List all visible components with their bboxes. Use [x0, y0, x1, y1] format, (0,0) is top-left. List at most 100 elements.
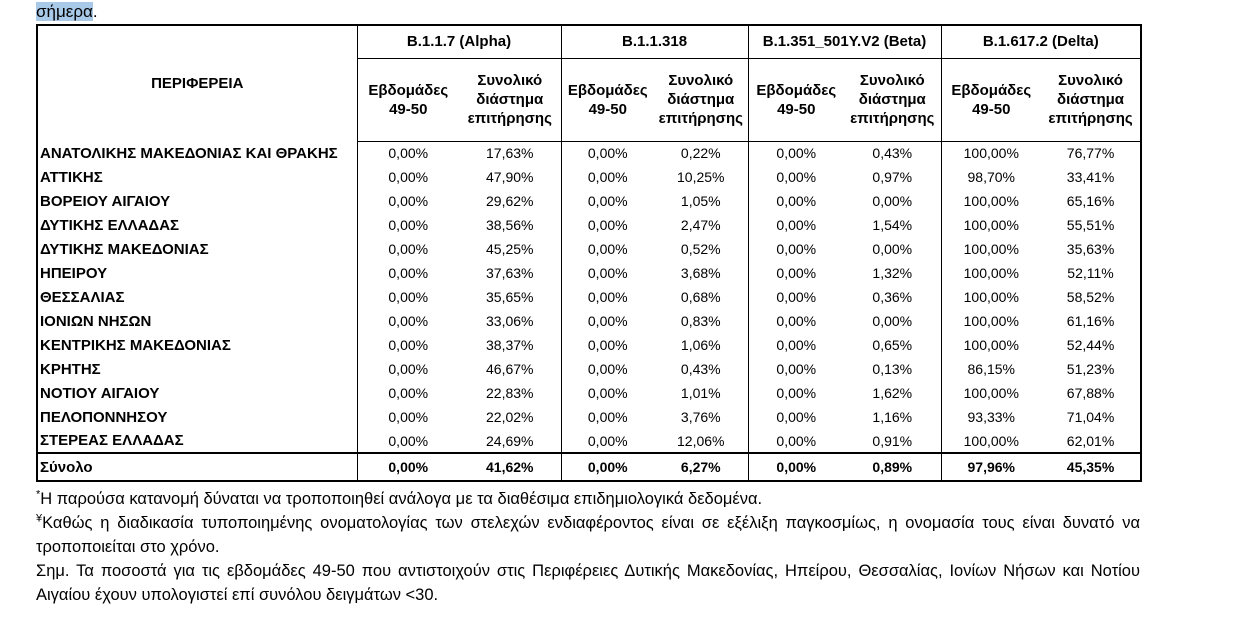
table-row: ΔΥΤΙΚΗΣ ΜΑΚΕΔΟΝΙΑΣ 0,00% 45,25% 0,00% 0,52% 0… [37, 237, 1141, 261]
value-cell: 0,00% [356, 381, 459, 405]
footnotes: *Η παρούσα κατανομή δύναται να τροποποιη… [36, 487, 1140, 607]
value-cell: 100,00% [940, 261, 1042, 285]
value-cell: 1,16% [872, 409, 913, 425]
value-cell: 10,25% [677, 169, 725, 185]
value-cell: 76,77% [1066, 145, 1115, 162]
value-cell: 22,83% [486, 385, 534, 401]
footnote-1-marker: * [36, 488, 41, 501]
value-cell: 0,00% [560, 309, 654, 333]
value-cell: 0,00% [747, 452, 845, 481]
value-cell: 33,41% [1066, 169, 1115, 185]
table-row: ΑΤΤΙΚΗΣ 0,00% 47,90% 0,00% 10,25% 0,00% 0,97% 9… [37, 165, 1141, 189]
value-cell: 51,23% [1066, 361, 1115, 377]
value-cell: 0,00% [872, 313, 913, 329]
value-cell: 17,63% [486, 145, 534, 162]
region-name: ΑΤΤΙΚΗΣ [37, 165, 358, 189]
value-cell: 0,83% [680, 313, 721, 329]
value-cell: 0,89% [844, 452, 942, 481]
value-cell: 0,00% [560, 452, 654, 481]
region-name: ΣΤΕΡΕΑΣ ΕΛΛΑΔΑΣ [37, 429, 358, 453]
value-cell: 93,33% [940, 405, 1042, 429]
subheader-weeks-alpha: Εβδομάδες 49-50 [356, 58, 459, 142]
value-cell: 0,00% [747, 309, 845, 333]
value-cell: 0,00% [747, 381, 845, 405]
value-cell: 62,01% [1066, 432, 1115, 449]
table-row: ΝΟΤΙΟΥ ΑΙΓΑΙΟΥ 0,00% 22,83% 0,00% 1,01% 0,00%… [37, 381, 1141, 405]
value-cell: 52,11% [1067, 265, 1114, 281]
table-row: ΑΝΑΤΟΛΙΚΗΣ ΜΑΚΕΔΟΝΙΑΣ ΚΑΙ ΘΡΑΚΗΣ 0,00% 17,… [37, 141, 1141, 165]
value-cell: 12,06% [677, 432, 725, 449]
value-cell: 22,02% [486, 409, 534, 425]
value-cell: 0,43% [680, 361, 721, 377]
value-cell: 0,00% [560, 405, 654, 429]
value-cell: 33,06% [486, 313, 534, 329]
value-cell: 97,96% [940, 452, 1042, 481]
value-cell: 38,37% [486, 337, 534, 353]
value-cell: 0,00% [747, 405, 845, 429]
value-cell: 0,00% [356, 237, 459, 261]
value-cell: 0,00% [747, 141, 845, 165]
column-header-variant-alpha: B.1.1.7 (Alpha) [356, 25, 561, 59]
subheader-total-alpha: Συνολικό διάστημα επιτήρησης [459, 58, 561, 142]
value-cell: 100,00% [940, 381, 1042, 405]
value-cell: 0,00% [560, 285, 654, 309]
region-name: ΚΕΝΤΡΙΚΗΣ ΜΑΚΕΔΟΝΙΑΣ [37, 333, 358, 357]
total-row: Σύνολο 0,00% 41,62% 0,00% 6,27% 0,00% 0,89% 97,… [37, 452, 1142, 481]
document-page: σήμερα. ΠΕΡΙΦΕΡΕΙΑ B.1.1.7 (Alpha) B.1.1… [36, 2, 1143, 607]
column-header-region: ΠΕΡΙΦΕΡΕΙΑ [37, 25, 358, 141]
value-cell: 37,63% [486, 265, 534, 281]
value-cell: 86,15% [940, 357, 1042, 381]
value-cell: 0,00% [356, 333, 459, 357]
footnote-1-text: Η παρούσα κατανομή δύναται να τροποποιηθ… [40, 490, 763, 508]
value-cell: 6,27% [654, 452, 749, 481]
value-cell: 0,22% [680, 145, 721, 162]
value-cell: 55,51% [1066, 217, 1115, 233]
region-name: ΒΟΡΕΙΟΥ ΑΙΓΑΙΟΥ [37, 189, 358, 213]
footnote-3: Σημ. Τα ποσοστά για τις εβδομάδες 49-50 … [36, 559, 1140, 607]
value-cell: 0,00% [560, 213, 654, 237]
value-cell: 0,00% [747, 189, 845, 213]
value-cell: 3,68% [680, 265, 721, 281]
subheader-row: Εβδομάδες 49-50 Συνολικό διάστημα επιτήρ… [37, 58, 1142, 142]
intro-period: . [92, 2, 98, 21]
value-cell: 0,00% [356, 165, 459, 189]
value-cell: 0,00% [356, 309, 459, 333]
value-cell: 0,00% [356, 452, 459, 481]
table-body: ΑΝΑΤΟΛΙΚΗΣ ΜΑΚΕΔΟΝΙΑΣ ΚΑΙ ΘΡΑΚΗΣ 0,00% 17,… [37, 141, 1142, 481]
value-cell: 1,01% [680, 385, 721, 401]
variant-header-row: ΠΕΡΙΦΕΡΕΙΑ B.1.1.7 (Alpha) B.1.1.318 B.1… [37, 25, 1142, 141]
region-name: ΗΠΕΙΡΟΥ [37, 261, 358, 285]
table-row: ΚΡΗΤΗΣ 0,00% 46,67% 0,00% 0,43% 0,00% 0,13% 86,… [37, 357, 1141, 381]
value-cell: 0,36% [872, 289, 913, 305]
value-cell: 41,62% [459, 452, 561, 481]
column-header-variant-beta: B.1.351_501Y.V2 (Beta) [747, 25, 942, 59]
value-cell: 0,00% [356, 357, 459, 381]
value-cell: 0,00% [747, 165, 845, 189]
region-name: ΘΕΣΣΑΛΙΑΣ [37, 285, 358, 309]
region-name: ΠΕΛΟΠΟΝΝΗΣΟΥ [37, 405, 358, 429]
value-cell: 0,00% [356, 405, 459, 429]
footnote-1: *Η παρούσα κατανομή δύναται να τροποποιη… [36, 487, 1140, 511]
value-cell: 98,70% [940, 165, 1042, 189]
subheader-total-delta: Συνολικό διάστημα επιτήρησης [1041, 58, 1142, 142]
value-cell: 65,16% [1066, 193, 1115, 209]
value-cell: 35,63% [1066, 241, 1115, 257]
value-cell: 0,00% [356, 285, 459, 309]
table-row: ΔΥΤΙΚΗΣ ΕΛΛΑΔΑΣ 0,00% 38,56% 0,00% 2,47% 0,00… [37, 213, 1141, 237]
value-cell: 0,00% [747, 285, 845, 309]
footnote-3-text: Σημ. Τα ποσοστά για τις εβδομάδες 49-50 … [36, 562, 1140, 604]
subheader-total-beta: Συνολικό διάστημα επιτήρησης [844, 58, 942, 142]
table-row: ΣΤΕΡΕΑΣ ΕΛΛΑΔΑΣ 0,00% 24,69% 0,00% 12,06% 0,0… [37, 429, 1141, 453]
value-cell: 0,00% [356, 261, 459, 285]
value-cell: 0,00% [560, 141, 654, 165]
value-cell: 0,00% [560, 165, 654, 189]
value-cell: 0,00% [356, 213, 459, 237]
region-name: ΔΥΤΙΚΗΣ ΜΑΚΕΔΟΝΙΑΣ [37, 237, 358, 261]
value-cell: 71,04% [1066, 409, 1115, 425]
value-cell: 0,00% [560, 333, 654, 357]
value-cell: 45,25% [486, 241, 534, 257]
value-cell: 61,16% [1066, 313, 1115, 329]
region-name: ΙΟΝΙΩΝ ΝΗΣΩΝ [37, 309, 358, 333]
table-row: ΠΕΛΟΠΟΝΝΗΣΟΥ 0,00% 22,02% 0,00% 3,76% 0,00% 1,… [37, 405, 1141, 429]
footnote-2-text: Καθώς η διαδικασία τυποποιημένης ονοματο… [36, 514, 1140, 556]
